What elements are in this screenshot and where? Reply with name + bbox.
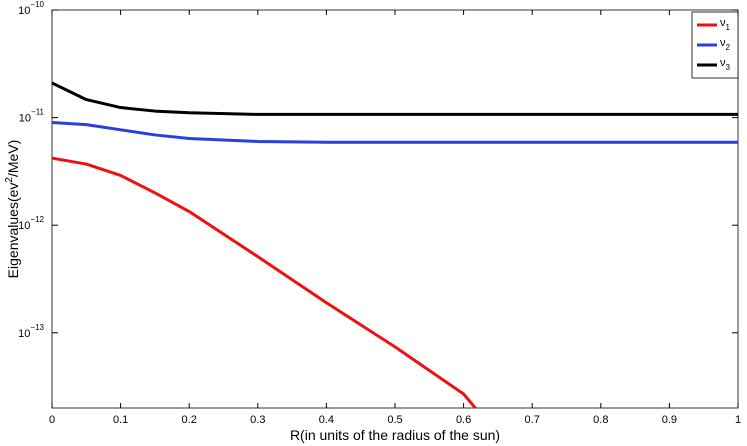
plot-area [52,81,738,408]
x-axis-label: R(in units of the radius of the sun) [290,427,500,443]
y-tick-label: 10−12 [18,215,44,232]
legend-sub: 2 [726,43,731,52]
x-tick-label: 0.2 [182,414,197,426]
legend-label: ν1 [720,17,731,32]
y-label-rest: /MeV) [5,140,21,177]
y-axis-label: Eigenvalues(ev2/MeV) [4,140,21,279]
legend-sub: 1 [726,23,731,32]
x-tick-label: 0.5 [387,414,402,426]
y-label-text: Eigenvalues(ev [5,183,21,279]
y-tick-label: 10−11 [19,108,45,125]
x-tick-label: 0 [49,414,55,426]
x-tick-label: 0.8 [593,414,608,426]
x-tick-label: 0.9 [662,414,677,426]
legend-name: ν [720,17,726,29]
x-tick-label: 0.3 [250,414,265,426]
y-tick-base: 10 [18,5,30,17]
legend-label: ν3 [720,57,731,72]
x-tick-label: 0.1 [113,414,128,426]
y-tick-exponent: −12 [30,215,44,224]
series-line [52,81,738,116]
y-tick-exponent: −10 [30,0,44,9]
y-tick-label: 10−10 [18,0,44,17]
x-tick-label: 0.4 [319,414,334,426]
legend-sub: 3 [726,63,731,72]
legend-label: ν2 [720,37,731,52]
y-tick-base: 10 [19,113,31,125]
y-tick-exponent: −11 [31,108,45,117]
legend-name: ν [720,37,726,49]
x-tick-label: 0.6 [456,414,471,426]
y-tick-base: 10 [18,328,30,340]
series-line [52,156,478,408]
x-tick-label: 1 [735,414,741,426]
legend-name: ν [720,57,726,69]
series-line [52,121,738,144]
y-label-sup: 2 [4,177,15,183]
y-tick-base: 10 [18,220,30,232]
x-tick-label: 0.7 [525,414,540,426]
y-tick-label: 10−13 [18,323,44,340]
y-tick-exponent: −13 [30,323,44,332]
